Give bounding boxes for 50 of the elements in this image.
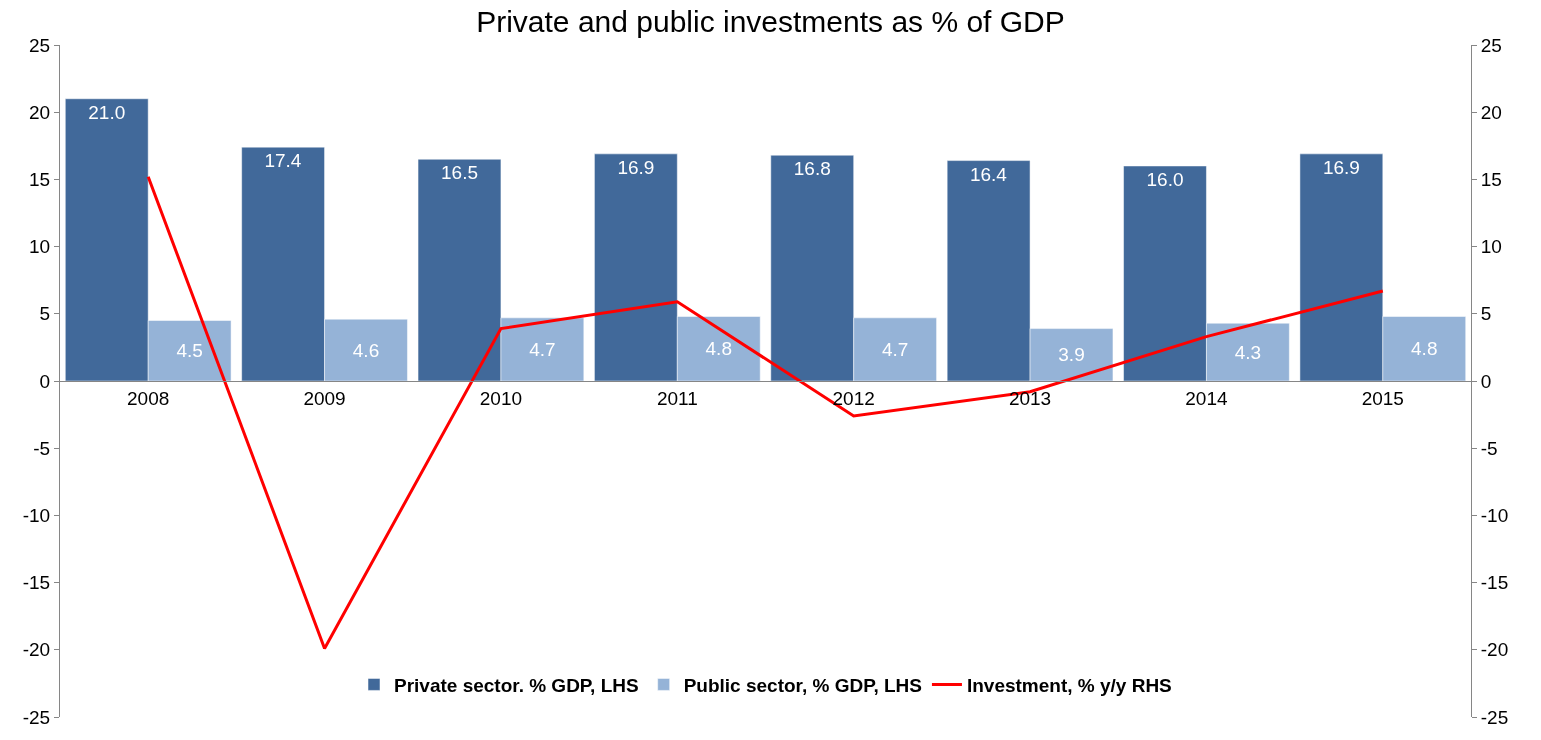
x-tick-label: 2015 (1361, 387, 1404, 409)
data-label: 17.4 (264, 150, 302, 172)
y-tick-label: 15 (29, 169, 51, 191)
x-tick-label: 2009 (303, 387, 346, 409)
data-label: 3.9 (1058, 344, 1085, 366)
data-label: 4.7 (529, 338, 556, 360)
data-label: 16.8 (793, 158, 831, 180)
y2-tick-label: 5 (1480, 303, 1492, 325)
y2-tick-label: 15 (1480, 169, 1502, 191)
x-tick-label: 2011 (656, 387, 698, 409)
x-tick-label: 2014 (1185, 387, 1228, 409)
data-label: 16.9 (1322, 156, 1360, 178)
y-tick-label: 5 (39, 303, 51, 325)
data-label: 4.6 (352, 339, 380, 361)
legend-label: Private sector. % GDP, LHS (394, 674, 639, 696)
chart-title: Private and public investments as % of GDP (476, 5, 1065, 39)
y2-tick-label: -10 (1480, 505, 1509, 527)
x-tick-label: 2012 (832, 387, 875, 409)
data-label: 16.4 (969, 163, 1008, 185)
data-label: 21.0 (88, 101, 126, 123)
data-label: 4.5 (176, 340, 203, 362)
x-tick-label: 2010 (479, 387, 523, 409)
y-tick-label: -25 (22, 706, 51, 728)
legend-label: Public sector, % GDP, LHS (683, 674, 922, 696)
y-tick-label: 0 (39, 370, 51, 392)
y2-tick-label: -25 (1480, 706, 1509, 728)
data-label: 4.3 (1234, 341, 1262, 363)
y-tick-label: 20 (29, 101, 51, 123)
y2-tick-label: 10 (1480, 236, 1502, 258)
y2-tick-label: -15 (1480, 572, 1509, 594)
x-tick-label: 2013 (1008, 387, 1052, 409)
data-label: 4.7 (881, 338, 909, 360)
data-label: 16.5 (441, 162, 478, 184)
y-tick-label: -15 (22, 572, 51, 594)
data-label: 16.0 (1146, 168, 1184, 190)
y-tick-label: -10 (22, 505, 51, 527)
y2-tick-label: -5 (1480, 437, 1498, 459)
y-tick-label: -5 (33, 437, 51, 459)
y2-tick-label: 0 (1480, 370, 1492, 392)
data-label: 4.8 (1411, 338, 1438, 360)
data-label: 4.8 (705, 338, 732, 360)
y2-tick-label: -20 (1480, 639, 1509, 661)
data-label: 16.9 (617, 156, 655, 178)
y2-tick-label: 20 (1480, 101, 1502, 123)
y-tick-label: 10 (29, 236, 51, 258)
x-tick-label: 2008 (127, 387, 170, 409)
legend-label: Investment, % y/y RHS (966, 674, 1172, 696)
y2-tick-label: 25 (1480, 34, 1502, 56)
y-tick-label: -20 (22, 639, 51, 661)
y-tick-label: 25 (29, 34, 51, 56)
